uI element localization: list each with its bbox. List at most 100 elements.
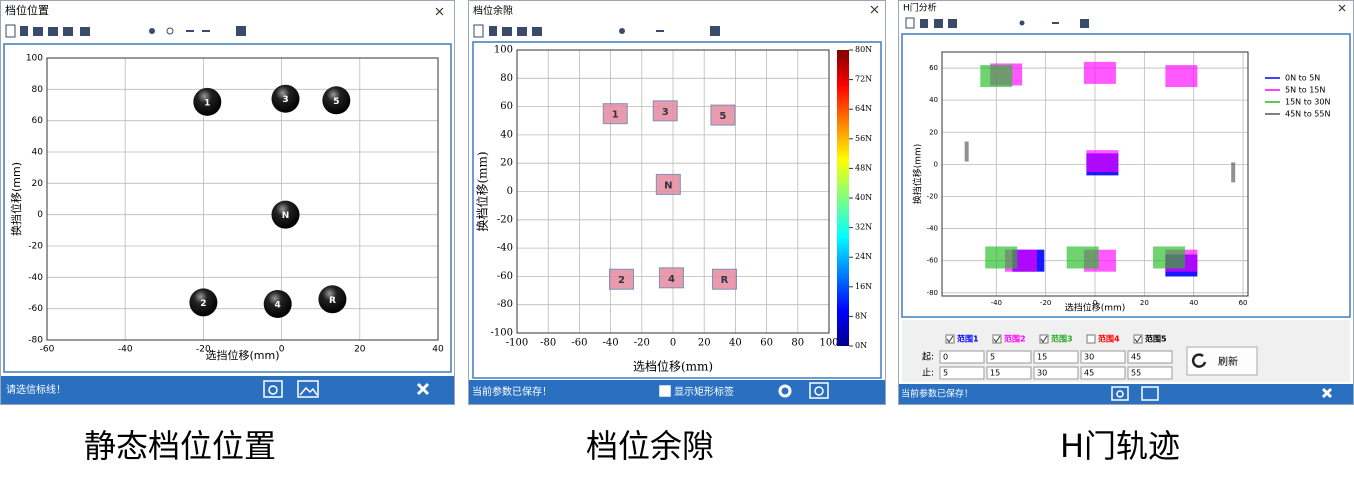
y-tick-label: 40 bbox=[500, 129, 513, 140]
point-label: 5 bbox=[333, 97, 339, 107]
point-label: 4 bbox=[275, 300, 281, 310]
y-tick-label: 60 bbox=[500, 101, 513, 112]
y-tick-label: 40 bbox=[929, 96, 938, 104]
gear-box bbox=[711, 268, 737, 290]
y-tick-label: -80 bbox=[28, 336, 43, 346]
range-name: 范围3 bbox=[1051, 334, 1073, 344]
refresh-label[interactable]: 刷新 bbox=[1218, 355, 1238, 368]
y-tick-label: -40 bbox=[497, 243, 513, 254]
trajectory-cluster bbox=[1153, 246, 1186, 269]
y-tick-label: 80 bbox=[500, 73, 513, 84]
range-name: 范围2 bbox=[1004, 334, 1026, 344]
range-to: 55 bbox=[1131, 369, 1141, 378]
point-label: 1 bbox=[204, 98, 210, 108]
plot-frame bbox=[941, 51, 1249, 297]
y-tick-label: -100 bbox=[491, 328, 513, 339]
x-tick-label: -20 bbox=[1040, 299, 1051, 307]
status-text: 当前参数已保存！ bbox=[472, 385, 552, 398]
check-mark bbox=[993, 335, 1001, 343]
x-tick-label: 0 bbox=[1093, 299, 1097, 307]
gear-box bbox=[655, 173, 681, 195]
range-input[interactable] bbox=[986, 350, 1032, 364]
to-label: 止: bbox=[922, 367, 934, 379]
point-label: N bbox=[664, 180, 672, 191]
range-checkbox[interactable] bbox=[992, 334, 1002, 344]
gear-point bbox=[263, 289, 292, 318]
range-checkbox[interactable] bbox=[1039, 334, 1049, 344]
plot-frame bbox=[516, 49, 830, 334]
x-tick-label: -20 bbox=[634, 338, 650, 349]
x-tick-label: 0 bbox=[670, 338, 676, 349]
refresh-button[interactable] bbox=[1186, 346, 1258, 376]
x-axis-label: 选档位移(mm) bbox=[633, 359, 713, 374]
range-checkbox[interactable] bbox=[1086, 334, 1096, 344]
range-input[interactable] bbox=[1033, 366, 1079, 380]
range-input[interactable] bbox=[1033, 350, 1079, 364]
status-icons[interactable] bbox=[263, 380, 1333, 401]
x-tick-label: 60 bbox=[760, 338, 773, 349]
point-label: R bbox=[721, 275, 729, 286]
gear-box bbox=[658, 267, 684, 289]
range-checkbox[interactable] bbox=[945, 334, 955, 344]
y-tick-label: 20 bbox=[500, 158, 513, 169]
colorbar-label: 56N bbox=[855, 134, 872, 143]
legend-label: 15N to 30N bbox=[1285, 98, 1330, 107]
range-input[interactable] bbox=[1127, 350, 1173, 364]
colorbar-label: 72N bbox=[855, 75, 872, 84]
gear-box bbox=[652, 100, 678, 122]
window-title: 档位位置 bbox=[5, 3, 49, 17]
y-tick-label: 60 bbox=[32, 116, 44, 126]
range-input[interactable] bbox=[939, 366, 985, 380]
range-input[interactable] bbox=[1127, 366, 1173, 380]
range-input[interactable] bbox=[939, 350, 985, 364]
y-tick-label: -80 bbox=[497, 299, 513, 310]
caption: H门轨迹 bbox=[1060, 427, 1180, 465]
y-tick-label: 60 bbox=[929, 64, 938, 72]
x-tick-label: 20 bbox=[354, 345, 366, 355]
range-from: 45 bbox=[1131, 353, 1141, 362]
y-axis-label: 换档位移(mm) bbox=[475, 151, 490, 231]
y-tick-label: 0 bbox=[934, 160, 938, 168]
legend-label: 45N to 55N bbox=[1285, 110, 1330, 119]
x-axis-label: 选挡位移(mm) bbox=[1065, 302, 1126, 314]
y-tick-label: 40 bbox=[32, 148, 44, 158]
y-tick-label: 80 bbox=[32, 85, 44, 95]
y-tick-label: 0 bbox=[507, 186, 513, 197]
colorbar-label: 24N bbox=[855, 252, 872, 261]
y-tick-label: -60 bbox=[497, 271, 513, 282]
gear-point bbox=[271, 84, 300, 113]
trajectory-cluster bbox=[1083, 61, 1116, 84]
y-axis-label: 换挡位移(mm) bbox=[912, 144, 924, 205]
range-input[interactable] bbox=[1080, 350, 1126, 364]
close-buttons[interactable] bbox=[435, 4, 1346, 16]
y-tick-label: 20 bbox=[929, 128, 938, 136]
trajectory-cluster bbox=[964, 141, 969, 162]
y-tick-label: -20 bbox=[927, 192, 938, 200]
status-text: 当前参数已保存！ bbox=[901, 388, 973, 400]
range-to: 15 bbox=[990, 369, 1000, 378]
point-label: 1 bbox=[612, 110, 619, 121]
range-from: 15 bbox=[1037, 353, 1047, 362]
range-input[interactable] bbox=[1080, 366, 1126, 380]
range-input[interactable] bbox=[986, 366, 1032, 380]
x-axis-label: 选挡位移(mm) bbox=[205, 348, 279, 362]
checkbox-label[interactable]: 显示矩形标签 bbox=[674, 385, 734, 398]
window-title: H门分析 bbox=[903, 2, 937, 14]
window-title: 档位余隙 bbox=[473, 4, 513, 17]
x-tick-label: -40 bbox=[603, 338, 619, 349]
refresh-icon bbox=[1191, 353, 1207, 368]
gear-box bbox=[609, 268, 635, 290]
trajectory-cluster bbox=[1066, 246, 1099, 269]
range-checkbox[interactable] bbox=[1133, 334, 1143, 344]
x-tick-label: -60 bbox=[40, 345, 55, 355]
trajectory-cluster bbox=[1231, 162, 1236, 183]
gear-point bbox=[193, 87, 222, 116]
point-label: 5 bbox=[719, 111, 726, 122]
x-tick-label: 20 bbox=[1140, 299, 1149, 307]
point-label: 3 bbox=[662, 107, 669, 118]
y-tick-label: 20 bbox=[32, 179, 44, 189]
toolbars[interactable] bbox=[5, 17, 1089, 38]
x-tick-label: 40 bbox=[729, 338, 742, 349]
y-axis-label: 换挡位移(mm) bbox=[9, 162, 23, 236]
